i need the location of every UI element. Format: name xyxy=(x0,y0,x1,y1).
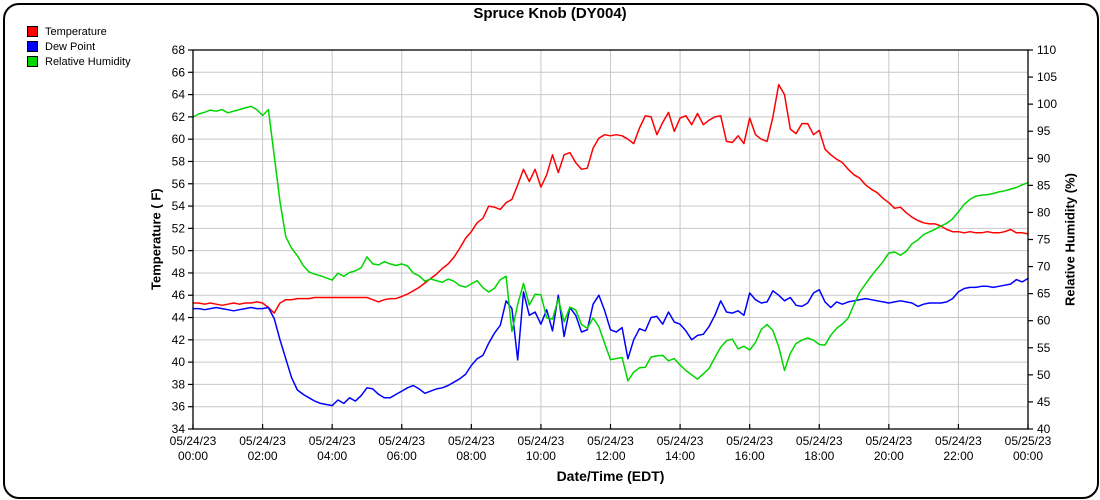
x-tick-time: 18:00 xyxy=(804,449,834,463)
left-tick-label: 44 xyxy=(172,311,186,325)
right-tick-label: 80 xyxy=(1037,205,1051,219)
right-tick-label: 85 xyxy=(1037,178,1051,192)
gridlines xyxy=(193,50,1028,429)
right-tick-label: 60 xyxy=(1037,314,1051,328)
x-tick-time: 00:00 xyxy=(1013,449,1043,463)
relative-humidity-swatch-icon xyxy=(27,56,38,67)
x-tick-date: 05/25/23 xyxy=(1005,434,1052,448)
left-tick-label: 52 xyxy=(172,221,186,235)
page-title: Spruce Knob (DY004) xyxy=(473,5,627,22)
y-axis-label-right: Relative Humidity (%) xyxy=(1062,173,1078,306)
left-tick-label: 42 xyxy=(172,333,186,347)
right-tick-label: 75 xyxy=(1037,233,1051,247)
x-tick-time: 08:00 xyxy=(456,449,486,463)
left-tick-label: 40 xyxy=(172,355,186,369)
x-tick-date: 05/24/23 xyxy=(657,434,704,448)
legend-item-dew-point: Dew Point xyxy=(27,39,131,54)
x-tick-time: 00:00 xyxy=(178,449,208,463)
x-tick-date: 05/24/23 xyxy=(378,434,425,448)
x-tick-date: 05/24/23 xyxy=(448,434,495,448)
right-tick-label: 105 xyxy=(1037,70,1057,84)
x-tick-time: 14:00 xyxy=(665,449,695,463)
right-tick-label: 50 xyxy=(1037,368,1051,382)
x-tick-date: 05/24/23 xyxy=(726,434,773,448)
left-tick-label: 36 xyxy=(172,400,186,414)
left-tick-label: 50 xyxy=(172,244,186,258)
left-tick-label: 58 xyxy=(172,154,186,168)
x-tick-time: 02:00 xyxy=(248,449,278,463)
relative-humidity-line xyxy=(192,105,1029,382)
x-tick-time: 10:00 xyxy=(526,449,556,463)
right-tick-label: 40 xyxy=(1037,422,1051,436)
left-tick-label: 54 xyxy=(172,199,186,213)
x-axis-label: Date/Time (EDT) xyxy=(556,468,665,484)
series xyxy=(192,83,1029,407)
right-tick-label: 45 xyxy=(1037,395,1051,409)
right-tick-label: 65 xyxy=(1037,287,1051,301)
left-tick-label: 68 xyxy=(172,43,186,57)
x-tick-date: 05/24/23 xyxy=(587,434,634,448)
x-tick-time: 06:00 xyxy=(387,449,417,463)
legend-item-relative-humidity: Relative Humidity xyxy=(27,54,131,69)
dew-point-line xyxy=(192,277,1029,407)
axes: 34 36 38 40 42 44 46 48 50 52 54 56 58 60 62 64 66 68 40 45… xyxy=(170,43,1058,463)
x-tick-date: 05/24/23 xyxy=(865,434,912,448)
x-tick-time: 22:00 xyxy=(943,449,973,463)
legend-label: Dew Point xyxy=(45,40,96,53)
right-tick-label: 100 xyxy=(1037,97,1057,111)
x-tick-date: 05/24/23 xyxy=(518,434,565,448)
right-tick-label: 110 xyxy=(1037,43,1056,57)
left-tick-label: 62 xyxy=(172,110,186,124)
x-tick-date: 05/24/23 xyxy=(309,434,356,448)
x-tick-time: 12:00 xyxy=(595,449,625,463)
legend-item-temperature: Temperature xyxy=(27,24,131,39)
y-axis-label-left: Temperature ( F) xyxy=(148,188,164,291)
x-tick-time: 20:00 xyxy=(874,449,904,463)
left-tick-label: 38 xyxy=(172,377,186,391)
legend: Temperature Dew Point Relative Humidity xyxy=(27,24,131,69)
x-tick-date: 05/24/23 xyxy=(170,434,217,448)
right-tick-label: 95 xyxy=(1037,124,1051,138)
left-tick-label: 56 xyxy=(172,177,186,191)
x-tick-date: 05/24/23 xyxy=(935,434,982,448)
temperature-swatch-icon xyxy=(27,26,38,37)
x-tick-date: 05/24/23 xyxy=(796,434,843,448)
legend-label: Temperature xyxy=(45,25,107,38)
left-tick-label: 64 xyxy=(172,88,186,102)
left-tick-label: 60 xyxy=(172,132,186,146)
right-tick-label: 70 xyxy=(1037,260,1051,274)
left-tick-label: 66 xyxy=(172,65,186,79)
left-tick-label: 48 xyxy=(172,266,186,280)
left-tick-label: 34 xyxy=(172,422,186,436)
left-tick-label: 46 xyxy=(172,288,186,302)
right-tick-label: 90 xyxy=(1037,151,1051,165)
x-tick-time: 04:00 xyxy=(317,449,347,463)
dew-point-swatch-icon xyxy=(27,41,38,52)
x-tick-date: 05/24/23 xyxy=(239,434,286,448)
right-tick-label: 55 xyxy=(1037,341,1051,355)
x-tick-time: 16:00 xyxy=(735,449,765,463)
temperature-line xyxy=(192,83,1029,314)
legend-label: Relative Humidity xyxy=(45,55,131,68)
